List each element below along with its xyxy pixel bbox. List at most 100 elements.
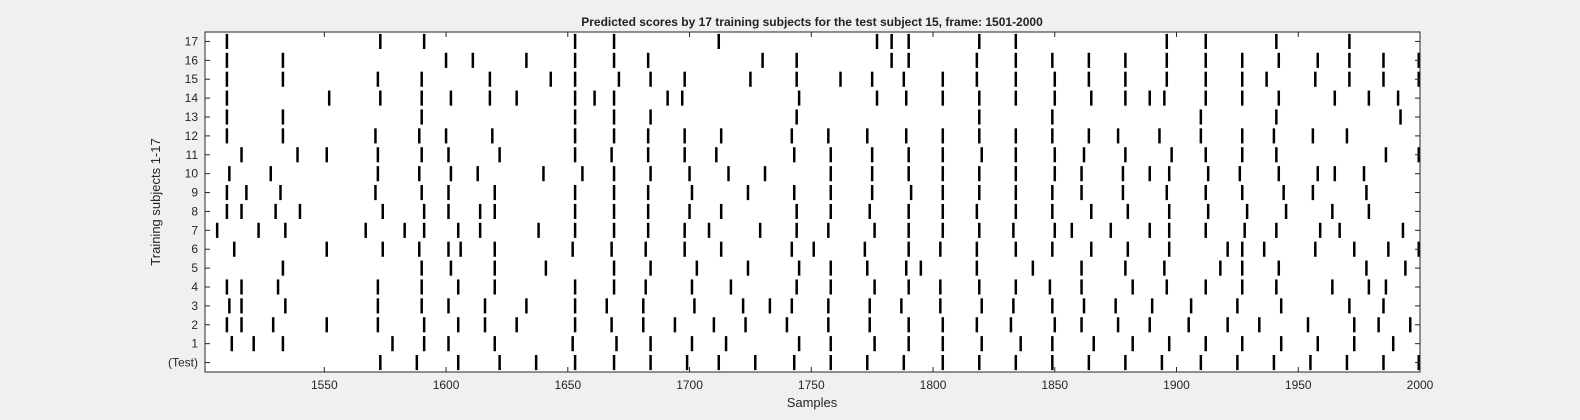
y-tick-label: 7 [191,223,198,237]
event-mark [449,90,453,106]
event-mark [719,128,723,144]
event-mark [749,71,752,87]
event-mark [724,336,728,352]
event-mark [873,279,876,295]
event-mark [719,203,723,219]
event-mark [1053,90,1057,106]
event-mark [420,147,423,163]
event-mark [1165,71,1169,87]
event-mark [1277,90,1281,106]
event-mark [866,355,869,371]
event-mark [447,298,450,314]
event-mark [744,317,747,333]
event-mark [483,317,487,333]
event-mark [374,185,377,201]
event-mark [1031,260,1035,276]
event-mark [1311,185,1315,201]
event-mark [941,71,945,87]
event-mark [1282,185,1285,201]
y-tick-label: 8 [191,204,198,218]
event-mark [1367,90,1371,106]
event-mark [276,279,280,295]
event-mark [1014,185,1018,201]
event-mark [797,90,801,106]
event-mark [1148,317,1151,333]
event-mark [1014,279,1018,295]
raster-row [225,317,1412,333]
event-mark [471,52,475,68]
event-mark [444,52,448,68]
event-mark [1382,71,1385,87]
event-mark [1241,185,1244,201]
event-mark [907,147,910,163]
event-mark [1053,317,1057,333]
event-mark [941,203,945,219]
event-mark [1382,52,1385,68]
event-mark [612,128,616,144]
event-mark [1204,71,1207,87]
event-mark [680,90,684,106]
event-mark [827,222,830,238]
event-mark [1051,185,1054,201]
event-mark [690,336,694,352]
event-mark [593,90,596,106]
event-mark [1219,260,1222,276]
event-mark [1204,33,1207,49]
event-mark [1365,260,1368,276]
event-mark [1365,185,1368,201]
event-mark [420,298,423,314]
event-mark [376,71,380,87]
event-mark [688,203,691,219]
event-mark [797,336,801,352]
event-mark [456,317,460,333]
event-mark [1167,222,1171,238]
event-mark [296,147,299,163]
event-mark [1226,317,1229,333]
event-mark [537,222,540,238]
raster-row [225,203,1371,219]
event-mark [284,298,287,314]
event-mark [978,355,981,371]
event-mark [1353,336,1356,352]
event-mark [1243,222,1246,238]
event-mark [1051,128,1054,144]
event-mark [717,33,721,49]
event-mark [381,203,384,219]
event-mark [902,355,906,371]
event-mark [688,166,691,182]
event-mark [785,317,789,333]
event-mark [1082,298,1086,314]
event-mark [281,260,285,276]
x-tick-label: 1550 [311,378,338,392]
event-mark [1401,222,1405,238]
event-mark [1109,222,1113,238]
event-mark [1187,317,1190,333]
event-mark [1306,317,1310,333]
event-mark [1009,317,1013,333]
event-mark [1204,147,1207,163]
event-mark [498,147,501,163]
event-mark [978,128,981,144]
event-mark [230,336,234,352]
event-mark [978,222,981,238]
event-mark [1012,298,1015,314]
event-mark [418,166,421,182]
event-mark [1277,52,1281,68]
event-mark [902,71,906,87]
event-mark [1080,260,1083,276]
event-mark [907,317,910,333]
event-mark [240,147,243,163]
event-mark [228,298,231,314]
event-mark [975,241,979,257]
event-mark [447,203,450,219]
event-mark [215,222,219,238]
x-tick-label: 1750 [798,378,825,392]
event-mark [542,166,545,182]
event-mark [1090,90,1093,106]
event-mark [1382,355,1385,371]
event-mark [1014,203,1018,219]
event-mark [225,52,229,68]
event-mark [1314,71,1317,87]
y-tick-label: 10 [185,167,199,181]
